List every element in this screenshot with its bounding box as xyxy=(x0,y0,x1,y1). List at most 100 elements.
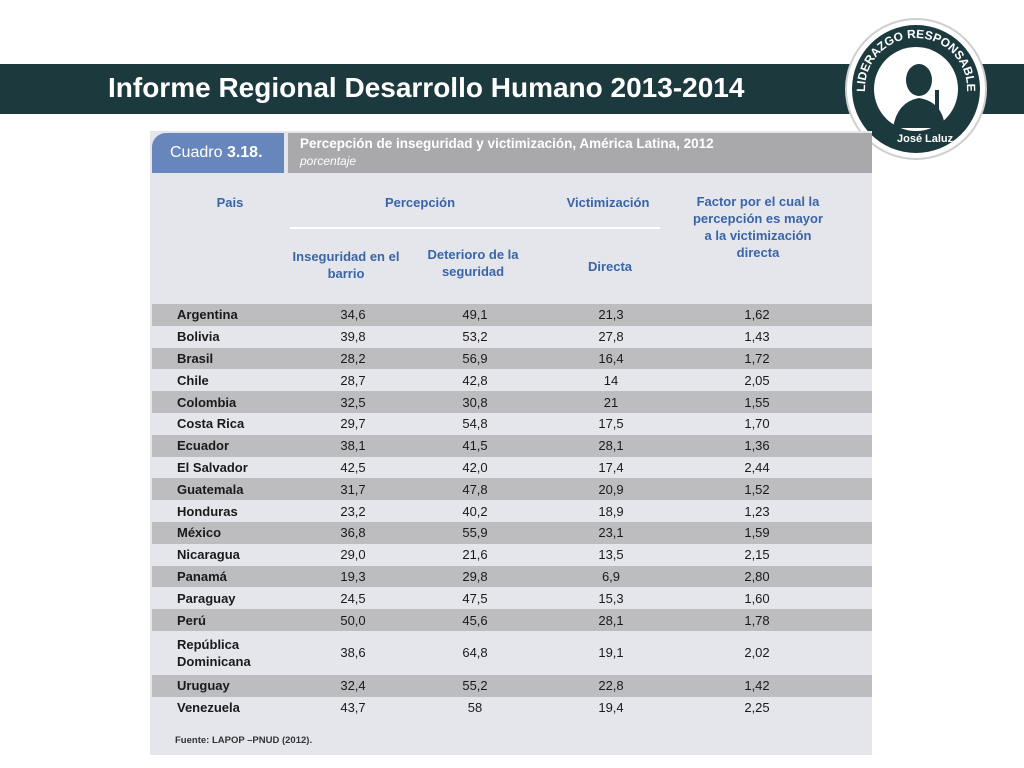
factor-cell: 2,25 xyxy=(744,700,770,716)
inseguridad-cell: 39,8 xyxy=(340,329,366,345)
country-cell: Chile xyxy=(177,372,209,388)
deterioro-cell: 64,8 xyxy=(462,645,488,661)
factor-cell: 2,15 xyxy=(744,547,770,563)
country-cell: El Salvador xyxy=(177,459,248,475)
factor-cell: 1,62 xyxy=(744,307,770,323)
inseguridad-cell: 50,0 xyxy=(340,612,366,628)
deterioro-cell: 40,2 xyxy=(462,503,488,519)
caption-box xyxy=(288,133,872,173)
country-cell: República Dominicana xyxy=(177,636,251,669)
slide-title: Informe Regional Desarrollo Humano 2013-… xyxy=(108,72,745,103)
deterioro-cell: 41,5 xyxy=(462,438,488,454)
source-note: Fuente: LAPOP –PNUD (2012). xyxy=(175,735,313,746)
factor-cell: 2,44 xyxy=(744,459,770,475)
directa-cell: 15,3 xyxy=(598,590,624,606)
table-row: Bolivia 39,8 53,2 27,8 1,43 xyxy=(152,326,872,348)
country-cell: Panamá xyxy=(177,568,227,584)
table-row: Paraguay 24,5 47,5 15,3 1,60 xyxy=(152,587,872,609)
directa-cell: 17,4 xyxy=(598,459,624,475)
inseguridad-cell: 32,4 xyxy=(340,678,366,694)
deterioro-cell: 54,8 xyxy=(462,416,488,432)
deterioro-cell: 47,8 xyxy=(462,481,488,497)
directa-cell: 18,9 xyxy=(598,503,624,519)
directa-cell: 16,4 xyxy=(598,350,624,366)
table-row: Uruguay 32,4 55,2 22,8 1,42 xyxy=(152,674,872,697)
inseguridad-cell: 29,0 xyxy=(340,547,366,563)
factor-cell: 2,02 xyxy=(744,645,770,661)
directa-cell: 17,5 xyxy=(598,416,624,432)
directa-cell: 6,9 xyxy=(601,568,621,584)
factor-cell: 1,59 xyxy=(744,525,770,541)
deterioro-cell: 53,2 xyxy=(462,329,488,345)
directa-cell: 19,1 xyxy=(598,645,624,661)
directa-cell: 27,8 xyxy=(598,329,624,345)
directa-cell: 28,1 xyxy=(598,438,624,454)
deterioro-cell: 58 xyxy=(467,700,483,716)
inseguridad-cell: 24,5 xyxy=(340,590,366,606)
inseguridad-cell: 31,7 xyxy=(340,481,366,497)
table-body: Argentina 34,6 49,1 21,3 1,62 Bolivia 39,8 53,2… xyxy=(152,304,872,719)
factor-cell: 1,36 xyxy=(744,438,770,454)
header-directa: Directa xyxy=(587,259,633,274)
caption-subtitle: porcentaje xyxy=(300,154,357,168)
deterioro-cell: 47,5 xyxy=(462,590,488,606)
country-cell: México xyxy=(177,525,222,541)
deterioro-cell: 29,8 xyxy=(462,568,488,584)
country-cell: Honduras xyxy=(177,503,238,519)
country-cell: Perú xyxy=(177,612,206,628)
header-victimizacion: Victimización xyxy=(566,195,650,210)
table-row: Argentina 34,6 49,1 21,3 1,62 xyxy=(152,304,872,326)
table-row: Venezuela 43,7 58 19,4 2,25 xyxy=(152,697,872,719)
table-row: Brasil 28,2 56,9 16,4 1,72 xyxy=(152,347,872,370)
deterioro-cell: 30,8 xyxy=(462,394,488,410)
inseguridad-cell: 28,2 xyxy=(340,350,366,366)
country-cell: Nicaragua xyxy=(177,547,240,563)
factor-cell: 2,05 xyxy=(744,372,770,388)
directa-cell: 22,8 xyxy=(598,678,624,694)
header-pais: Pais xyxy=(216,195,244,210)
deterioro-cell: 42,8 xyxy=(462,372,488,388)
country-cell: Guatemala xyxy=(177,481,244,497)
header-inseguridad: Inseguridad en el barrio xyxy=(292,249,400,281)
table-row: Panamá 19,3 29,8 6,9 2,80 xyxy=(152,565,872,588)
inseguridad-cell: 34,6 xyxy=(340,307,366,323)
table-row: República Dominicana 38,6 64,8 19,1 2,02 xyxy=(152,631,872,675)
table-row: El Salvador 42,5 42,0 17,4 2,44 xyxy=(152,457,872,479)
country-cell: Colombia xyxy=(177,394,237,410)
inseguridad-cell: 32,5 xyxy=(340,394,366,410)
country-cell: Bolivia xyxy=(177,329,220,345)
directa-cell: 19,4 xyxy=(598,700,624,716)
table-row: Chile 28,7 42,8 14 2,05 xyxy=(152,369,872,391)
table-row: Costa Rica 29,7 54,8 17,5 1,70 xyxy=(152,413,872,435)
factor-cell: 1,60 xyxy=(744,590,770,606)
country-cell: Brasil xyxy=(177,350,214,366)
directa-cell: 13,5 xyxy=(598,547,624,563)
inseguridad-cell: 38,1 xyxy=(340,438,366,454)
table-row: Perú 50,0 45,6 28,1 1,78 xyxy=(152,609,872,631)
country-cell: Paraguay xyxy=(177,590,236,606)
factor-cell: 1,70 xyxy=(744,416,770,432)
deterioro-cell: 55,2 xyxy=(462,678,488,694)
directa-cell: 20,9 xyxy=(598,481,624,497)
factor-cell: 1,42 xyxy=(744,678,770,694)
inseguridad-cell: 42,5 xyxy=(340,459,366,475)
directa-cell: 21,3 xyxy=(598,307,624,323)
inseguridad-cell: 36,8 xyxy=(340,525,366,541)
deterioro-cell: 21,6 xyxy=(462,547,488,563)
factor-cell: 1,43 xyxy=(744,329,770,345)
inseguridad-cell: 28,7 xyxy=(340,372,366,388)
logo-name-right: Laluz xyxy=(925,133,954,145)
inseguridad-cell: 38,6 xyxy=(340,645,366,661)
deterioro-cell: 56,9 xyxy=(462,350,488,366)
table-row: Guatemala 31,7 47,8 20,9 1,52 xyxy=(152,478,872,501)
directa-cell: 23,1 xyxy=(598,525,624,541)
inseguridad-cell: 43,7 xyxy=(340,700,366,716)
inseguridad-cell: 29,7 xyxy=(340,416,366,432)
cuadro-number: 3.18. xyxy=(226,144,263,161)
factor-cell: 1,72 xyxy=(744,350,770,366)
logo-name-left: José xyxy=(897,133,922,145)
factor-cell: 1,78 xyxy=(744,612,770,628)
deterioro-cell: 45,6 xyxy=(462,612,488,628)
directa-cell: 28,1 xyxy=(598,612,624,628)
header-factor: Factor por el cual la percepción es mayo… xyxy=(692,194,824,260)
